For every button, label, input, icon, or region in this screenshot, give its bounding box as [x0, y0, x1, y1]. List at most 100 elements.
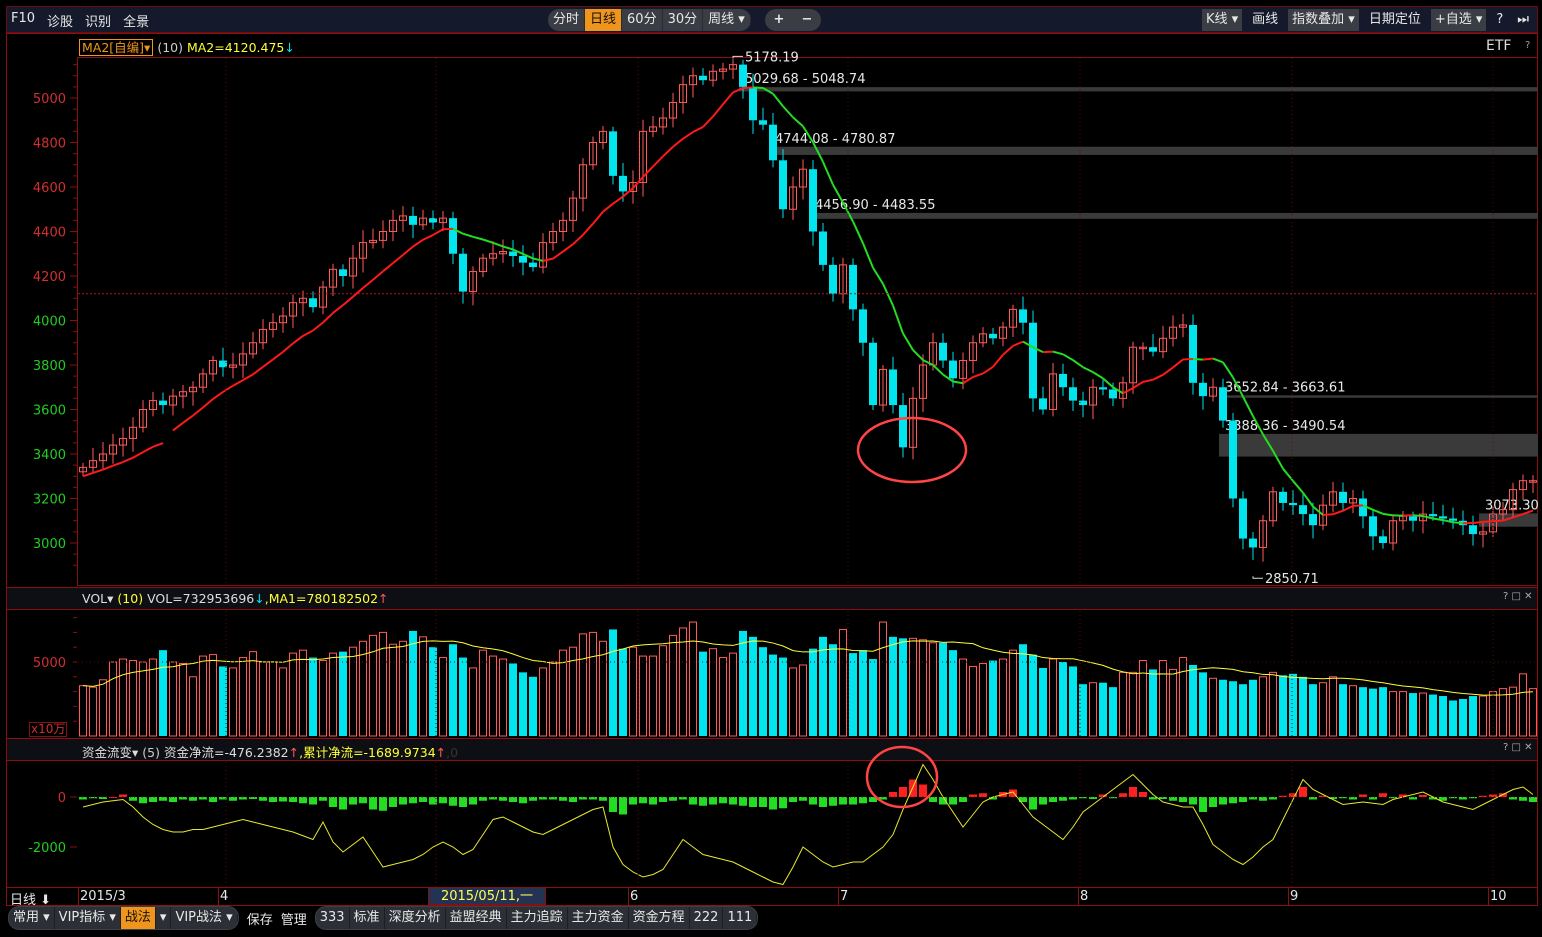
menu-item-0[interactable]: F10	[11, 11, 36, 26]
template-tab-5[interactable]: 主力资金	[568, 907, 629, 929]
candle	[579, 158, 587, 212]
right-menu-item-1[interactable]: 画线	[1252, 12, 1279, 27]
right-menu-item-0[interactable]: K线 ▾	[1201, 9, 1243, 31]
volume-bar-up	[489, 655, 497, 737]
candle-body-up	[679, 84, 687, 103]
volume-bar-down	[1079, 684, 1087, 736]
volume-panel-controls[interactable]: ? □ ✕	[1503, 591, 1533, 602]
menu-item-1[interactable]: 诊股	[47, 15, 74, 30]
template-tab-3[interactable]: 益盟经典	[446, 907, 507, 929]
volume-bar-down	[949, 650, 957, 736]
price-zone	[739, 87, 1538, 92]
action-button-0[interactable]: 保存	[246, 912, 273, 928]
candle	[1239, 491, 1247, 550]
candle	[89, 447, 97, 474]
candle-body-down	[939, 342, 947, 361]
ma-line-segment	[142, 445, 154, 453]
period-tab-0[interactable]: 分时	[548, 9, 586, 31]
flow-bar-negative	[1029, 797, 1037, 810]
candle	[289, 294, 297, 328]
strategy-tab-1[interactable]: VIP指标 ▾	[55, 907, 121, 929]
candle-body-up	[1269, 491, 1277, 522]
candle-body-down	[1339, 491, 1347, 503]
zoom-out-button[interactable]: −	[801, 12, 813, 27]
strategy-tab-3[interactable]: ▾	[156, 907, 172, 929]
candle-body-up	[559, 219, 567, 232]
candle-body-down	[1079, 400, 1087, 406]
strategy-tab-2[interactable]: 战法	[120, 907, 156, 929]
period-label[interactable]: 日线 ⬇	[10, 893, 52, 908]
volume-bar-up	[439, 657, 447, 737]
period-tab-4[interactable]: 周线 ▾	[703, 9, 751, 31]
candle	[889, 356, 897, 414]
candle	[1309, 502, 1317, 539]
candle-body-up	[489, 253, 497, 259]
candle	[1279, 487, 1287, 511]
volume-bar-down	[309, 657, 317, 736]
flow-bar-negative	[419, 797, 427, 802]
flow-param: (5)	[142, 745, 160, 760]
template-tab-7[interactable]: 222	[690, 907, 724, 929]
right-menu-item-3[interactable]: 日期定位	[1368, 12, 1421, 27]
candle-body-up	[1209, 386, 1217, 397]
flow-bar-negative	[149, 797, 157, 802]
flow-bar-negative	[1229, 797, 1237, 804]
strategy-tab-0[interactable]: 常用 ▾	[9, 907, 55, 929]
y-tick-label: 3000	[33, 537, 66, 552]
ma-line-segment	[652, 155, 664, 168]
period-tab-2[interactable]: 60分	[622, 9, 663, 31]
candle	[1439, 504, 1447, 525]
flow-panel-controls[interactable]: ? □ ✕	[1503, 742, 1533, 753]
right-menu-item-6[interactable]: ⏭	[1517, 12, 1529, 27]
volume-bar-up	[1089, 682, 1097, 737]
template-tab-2[interactable]: 深度分析	[385, 907, 446, 929]
candle	[229, 352, 237, 379]
template-tab-8[interactable]: 111	[723, 907, 758, 929]
flow-bar-positive	[1359, 794, 1367, 797]
volume-bar-up	[1399, 691, 1407, 737]
up-arrow-icon: ↑	[435, 745, 447, 760]
template-tab-4[interactable]: 主力追踪	[507, 907, 568, 929]
price-panel[interactable]	[77, 57, 1538, 586]
flow-bar-negative	[949, 797, 957, 805]
flow-bar-negative	[769, 797, 777, 810]
candle-body-down	[619, 175, 627, 192]
price-zone-label: 3388.36 - 3490.54	[1225, 419, 1345, 434]
template-tab-1[interactable]: 标准	[350, 907, 385, 929]
candle-body-up	[569, 197, 577, 221]
date-label: 10	[1490, 889, 1507, 904]
candle-body-down	[1249, 538, 1257, 548]
right-menu-item-2[interactable]: 指数叠加 ▾	[1288, 9, 1359, 31]
volume-bar-up	[139, 661, 147, 737]
menu-item-2[interactable]: 识别	[85, 15, 112, 30]
zoom-in-button[interactable]: +	[773, 12, 785, 27]
ma-line-segment	[422, 234, 434, 241]
help-icon[interactable]: ?	[1525, 40, 1531, 51]
strategy-tab-4[interactable]: VIP战法 ▾	[171, 907, 238, 929]
top-left-menu: F10 诊股 识别 全景	[11, 11, 149, 30]
right-menu-item-5[interactable]: ?	[1496, 12, 1504, 27]
flow-bar-negative	[629, 797, 637, 805]
volume-indicator-selector[interactable]: VOL▾	[82, 591, 114, 606]
template-tab-6[interactable]: 资金方程	[629, 907, 690, 929]
volume-bar-down	[1339, 684, 1347, 736]
volume-bar-up	[1049, 658, 1057, 737]
flow-bar-positive	[1479, 795, 1487, 797]
ma-line-segment	[362, 279, 374, 289]
low-label: 2850.71	[1265, 572, 1319, 587]
ma-line-segment	[1502, 516, 1514, 522]
right-menu-item-4[interactable]: +自选 ▾	[1430, 9, 1487, 31]
flow-indicator-selector[interactable]: 资金流变▾	[82, 745, 139, 760]
ma-line-segment	[482, 238, 494, 244]
candle	[849, 258, 857, 321]
period-tab-1[interactable]: 日线	[585, 9, 623, 31]
template-tab-0[interactable]: 333	[316, 907, 350, 929]
indicator-selector[interactable]: MA2[自编]▾	[79, 39, 154, 56]
menu-item-3[interactable]: 全景	[123, 15, 150, 30]
ma-line-segment	[372, 270, 384, 281]
action-button-1[interactable]: 管理	[280, 912, 307, 928]
period-tab-3[interactable]: 30分	[663, 9, 704, 31]
candle-body-up	[289, 302, 297, 317]
candle-body-down	[1359, 498, 1367, 517]
